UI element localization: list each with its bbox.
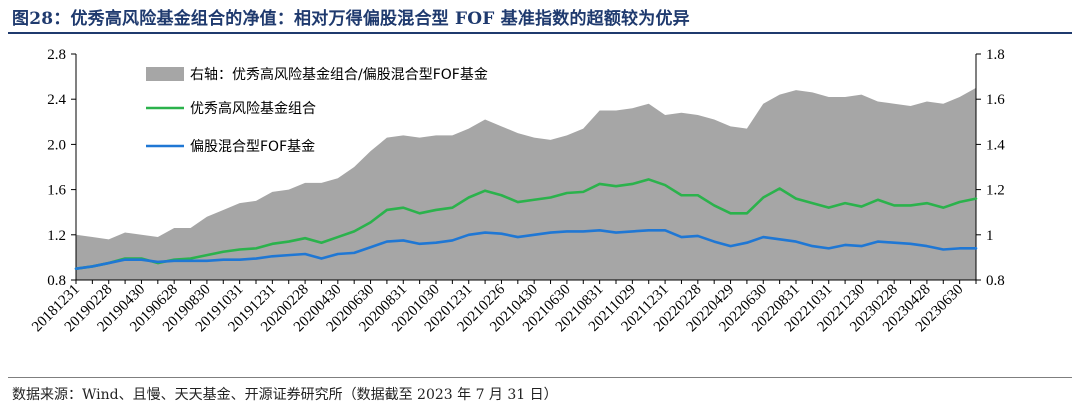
y-right-tick-label: 1 (986, 228, 994, 244)
line-series-layer (74, 178, 978, 271)
y-right-tick-label: 1.6 (986, 92, 1005, 108)
y-right-tick-label: 0.8 (986, 273, 1005, 289)
y-left-tick-label: 1.2 (47, 228, 66, 244)
source-note: 数据来源：Wind、且慢、天天基金、开源证券研究所（数据截至 2023 年 7 … (12, 387, 558, 403)
line-series-2 (74, 228, 978, 271)
legend-swatch-area (146, 67, 184, 81)
title-divider (8, 32, 1072, 34)
legend-label: 右轴：优秀高风险基金组合/偏股混合型FOF基金 (190, 66, 488, 83)
legend: 右轴：优秀高风险基金组合/偏股混合型FOF基金优秀高风险基金组合偏股混合型FOF… (146, 66, 488, 155)
figure-title: 图28：优秀高风险基金组合的净值：相对万得偏股混合型 FOF 基准指数的超额较为… (12, 9, 690, 29)
area-series-0 (76, 87, 976, 281)
area-series-layer (76, 87, 976, 281)
y-left-tick-label: 1.6 (47, 183, 66, 199)
y-right-tick-label: 1.8 (986, 47, 1005, 63)
y-left-tick-label: 2.0 (47, 137, 66, 153)
legend-label: 偏股混合型FOF基金 (190, 138, 315, 155)
y-left-tick-label: 0.8 (47, 273, 66, 289)
y-right-tick-label: 1.2 (986, 183, 1005, 199)
y-right-tick-label: 1.4 (986, 137, 1005, 153)
y-left-tick-label: 2.4 (47, 92, 66, 108)
y-left-tick-label: 2.8 (47, 47, 66, 63)
legend-label: 优秀高风险基金组合 (190, 100, 316, 117)
line-series-1 (74, 178, 978, 271)
source-divider (8, 377, 1072, 378)
chart: 0.81.21.62.02.42.80.811.21.41.61.8201812… (29, 47, 1005, 335)
